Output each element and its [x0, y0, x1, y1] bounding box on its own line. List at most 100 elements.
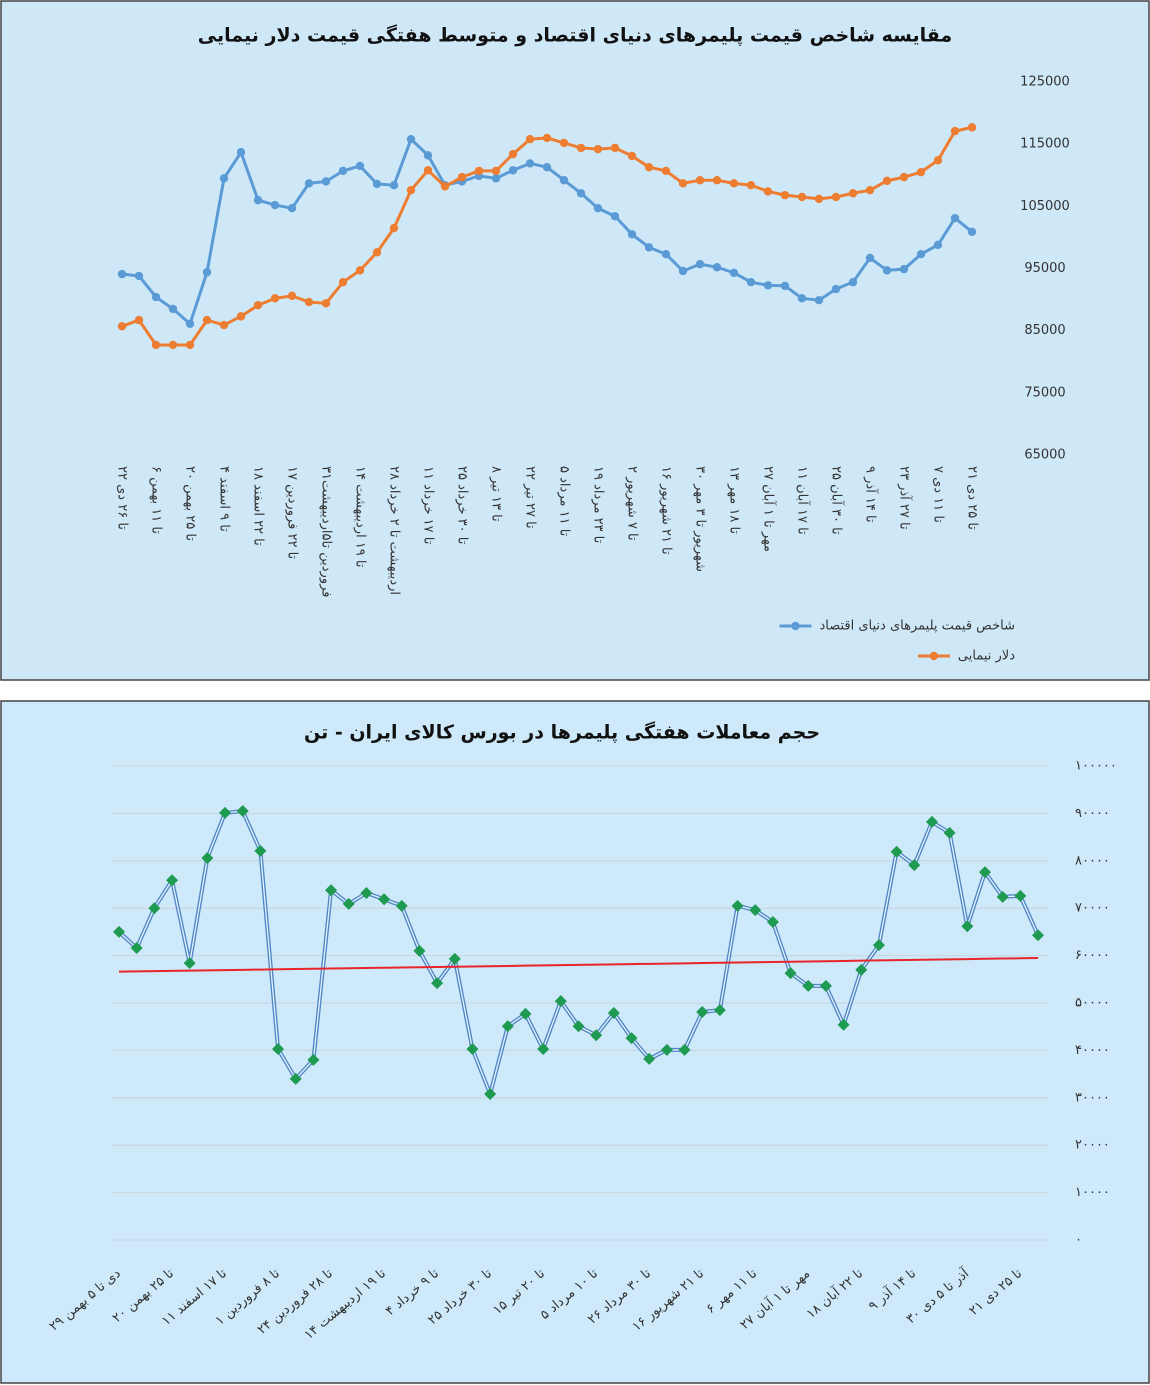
- marker: [831, 192, 841, 202]
- marker: [525, 159, 535, 168]
- marker: [712, 176, 722, 185]
- x-tick-label: ۹ تا ۱۴ آذر: [863, 466, 880, 523]
- y-tick-label: 75000: [1024, 385, 1065, 400]
- x-tick-label: ۱۱ تا ۱۷ آبان: [795, 466, 812, 535]
- y-tick-label: ۰: [1075, 1233, 1082, 1248]
- marker: [484, 1088, 497, 1101]
- marker: [784, 967, 797, 980]
- marker: [943, 826, 956, 839]
- marker: [814, 296, 824, 305]
- y-tick-label: ۷۰۰۰۰: [1075, 901, 1110, 916]
- marker: [731, 899, 744, 912]
- marker: [695, 176, 705, 185]
- marker: [440, 182, 450, 191]
- x-tick-label: ۲۵ تا ۳۰ خرداد: [455, 466, 470, 545]
- chart-title: حجم معاملات هفتگی پلیمرها در بورس کالای …: [304, 721, 820, 744]
- marker: [151, 340, 161, 350]
- y-tick-label: 65000: [1024, 448, 1065, 463]
- marker: [236, 148, 246, 157]
- x-tick-label: ۲۵ تا ۳۰ آبان: [829, 466, 846, 535]
- marker: [848, 189, 858, 198]
- chart-panel: [0, 700, 1150, 1384]
- marker: [643, 1052, 656, 1065]
- marker: [607, 1006, 620, 1019]
- marker: [148, 902, 161, 915]
- marker: [916, 250, 926, 259]
- marker: [814, 194, 824, 204]
- marker: [802, 979, 815, 992]
- marker: [837, 1018, 850, 1031]
- marker: [882, 176, 892, 186]
- marker: [219, 174, 229, 183]
- marker: [202, 268, 212, 277]
- marker: [466, 1042, 479, 1055]
- marker: [406, 134, 416, 144]
- x-tick-label: ۱۶ تا ۲۱ شهریور: [659, 466, 674, 555]
- marker: [508, 166, 518, 175]
- y-tick-label: ۸۰۰۰۰: [1075, 853, 1110, 868]
- marker: [882, 266, 892, 275]
- x-tick-label: ۸ تا ۱۳ تیر: [489, 466, 504, 522]
- marker: [729, 268, 739, 278]
- marker: [961, 920, 974, 933]
- marker: [168, 304, 178, 314]
- marker: [130, 942, 143, 955]
- x-tick-label: ۲۷ مهر تا ۱ آبان: [761, 466, 778, 552]
- marker: [729, 179, 739, 188]
- legend-label: شاخص قیمت پلیمرهای دنیای اقتصاد: [819, 619, 1015, 634]
- x-tick-label: ۲۱ تا ۲۵ دی: [965, 466, 980, 530]
- x-tick-label: ۲۸ اردیبهشت تا ۲ خرداد: [387, 466, 402, 595]
- marker: [183, 957, 196, 970]
- marker: [372, 248, 382, 257]
- marker: [766, 915, 779, 928]
- marker: [644, 162, 654, 172]
- marker: [219, 320, 229, 330]
- x-tick-label: ۱۸ تا ۲۲ اسفند: [251, 466, 266, 546]
- trend-line: [118, 957, 1039, 973]
- marker: [872, 939, 885, 952]
- marker: [576, 143, 586, 153]
- x-tick-label: ۱۹ تا ۲۳ مرداد: [591, 466, 606, 544]
- marker: [996, 890, 1009, 903]
- marker: [272, 1042, 285, 1055]
- marker: [254, 844, 267, 857]
- marker: [253, 195, 263, 205]
- y-tick-label: ۳۰۰۰۰: [1075, 1090, 1110, 1105]
- marker: [559, 138, 569, 148]
- marker: [289, 1072, 302, 1085]
- legend-label: دلار نیمایی: [958, 649, 1015, 664]
- chart-title: مقایسه شاخص قیمت پلیمرهای دنیای اقتصاد و…: [198, 24, 952, 47]
- marker: [423, 151, 433, 160]
- y-tick-label: ۱۰۰۰۰: [1075, 1185, 1110, 1200]
- marker: [712, 263, 722, 272]
- marker: [474, 166, 484, 176]
- marker: [746, 180, 756, 190]
- marker: [950, 213, 960, 223]
- marker: [219, 806, 232, 819]
- marker: [236, 312, 246, 321]
- marker: [270, 294, 280, 303]
- marker: [899, 264, 909, 274]
- marker: [819, 979, 832, 992]
- marker: [117, 322, 127, 331]
- marker: [389, 223, 399, 233]
- y-tick-label: ۹۰۰۰۰: [1075, 806, 1110, 821]
- marker: [967, 227, 977, 237]
- marker: [304, 297, 314, 307]
- marker: [572, 1020, 585, 1033]
- marker: [151, 292, 161, 302]
- y-tick-label: 85000: [1024, 323, 1065, 338]
- x-tick-label: ۲۰ تا ۲۵ بهمن: [183, 466, 198, 541]
- x-tick-label: ۱۳ تا ۱۸ مهر: [727, 466, 742, 534]
- marker: [406, 185, 416, 195]
- marker: [395, 899, 408, 912]
- marker: [389, 180, 399, 190]
- marker: [501, 1020, 514, 1033]
- marker: [831, 284, 841, 294]
- marker: [627, 230, 637, 239]
- marker: [431, 977, 444, 990]
- x-tick-label: ۶ تا ۱۱ بهمن: [149, 466, 164, 534]
- marker: [134, 271, 144, 281]
- marker: [321, 299, 331, 308]
